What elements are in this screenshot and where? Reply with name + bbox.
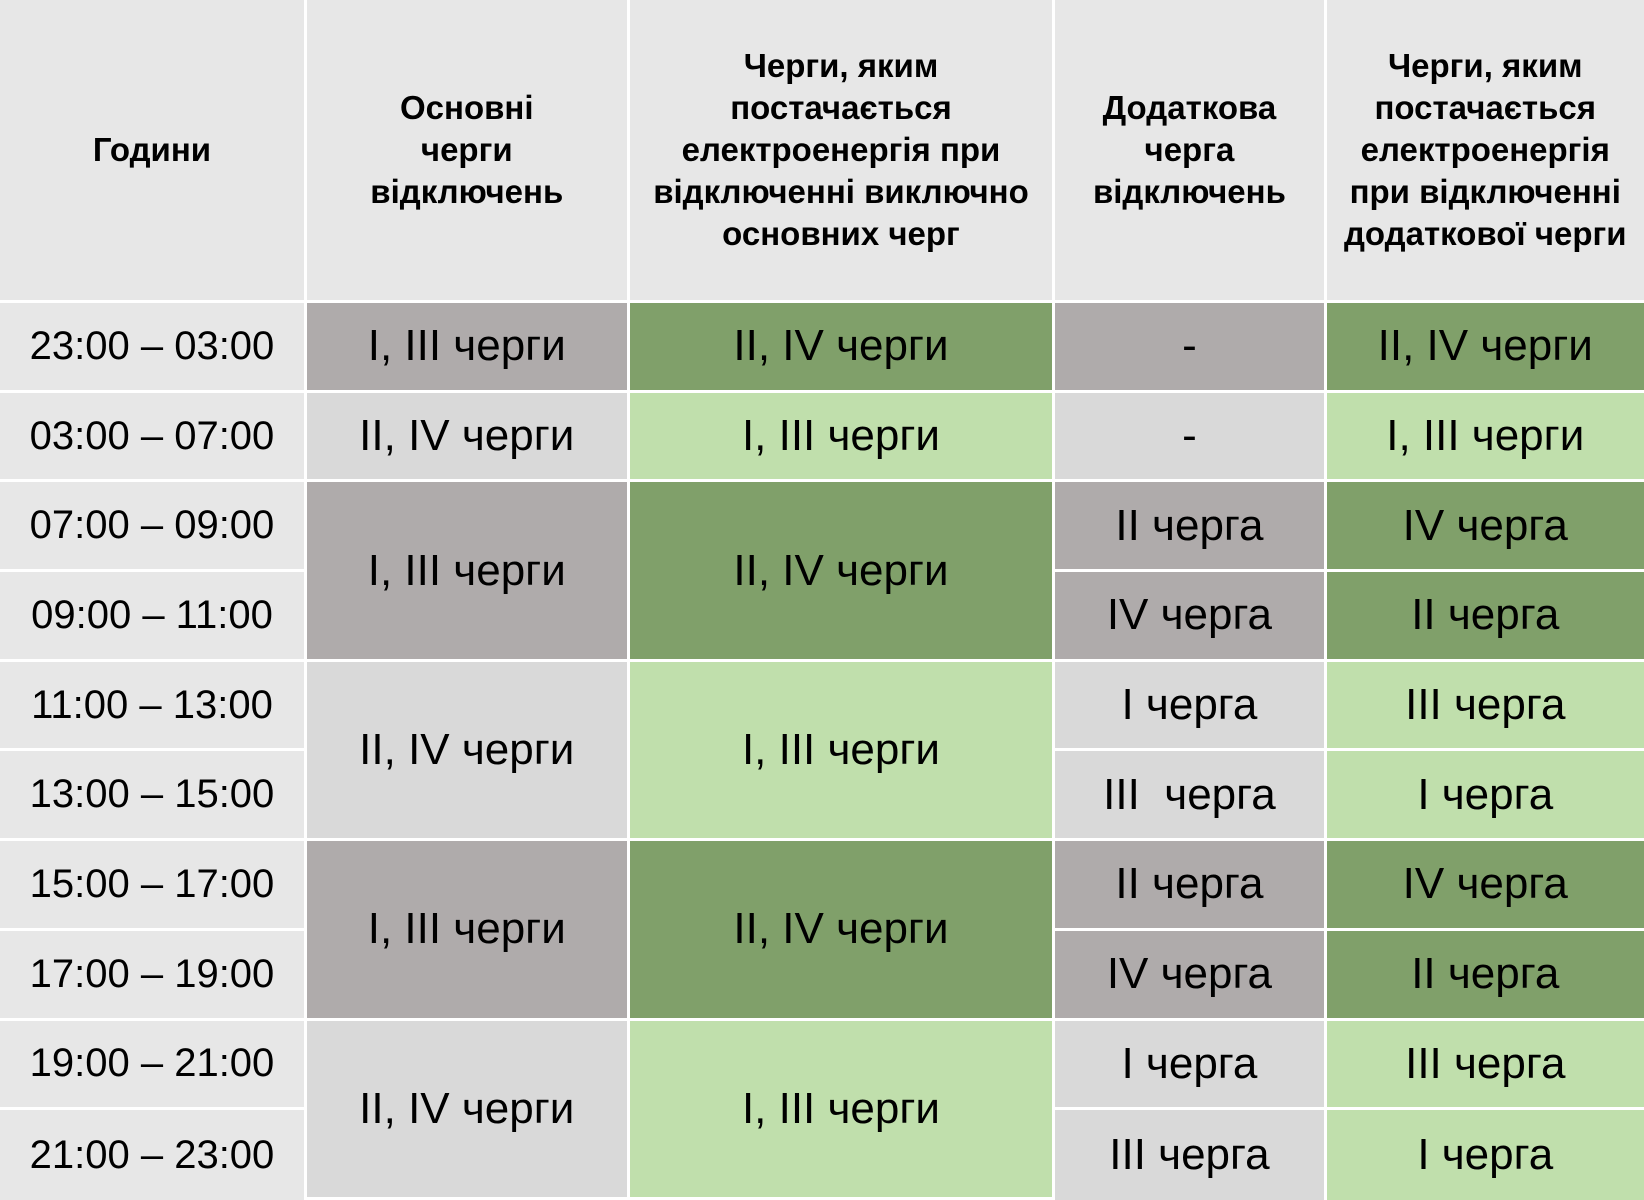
powered-additional-cell: IV черга bbox=[1326, 482, 1644, 573]
hours-cell: 09:00 – 11:00 bbox=[0, 572, 307, 662]
main-queues-cell: I, III черги bbox=[306, 482, 630, 662]
powered-main-cell: II, IV черги bbox=[629, 303, 1056, 393]
main-queues-cell: II, IV черги bbox=[306, 1020, 630, 1200]
powered-additional-cell: III черга bbox=[1326, 1020, 1644, 1111]
table-row: 11:00 – 13:00 II, IV черги I, III черги … bbox=[0, 661, 1644, 842]
main-queues-cell: II, IV черги bbox=[306, 661, 630, 842]
additional-queue-cell: - bbox=[1055, 303, 1327, 393]
additional-queue-cell: IV черга bbox=[1055, 572, 1327, 662]
hours-cell: 03:00 – 07:00 bbox=[0, 392, 307, 483]
hours-cell: 21:00 – 23:00 bbox=[0, 1110, 307, 1200]
main-queues-cell: I, III черги bbox=[306, 841, 630, 1021]
hours-cell: 15:00 – 17:00 bbox=[0, 841, 307, 931]
header-powered-main: Черги, яким постачається електроенергія … bbox=[629, 0, 1056, 303]
additional-queue-cell: I черга bbox=[1055, 1020, 1327, 1111]
powered-main-cell: I, III черги bbox=[629, 661, 1056, 842]
powered-main-cell: I, III черги bbox=[629, 1020, 1056, 1200]
additional-queue-cell: IV черга bbox=[1055, 930, 1327, 1021]
header-powered-additional: Черги, яким постачається електроенергія … bbox=[1326, 0, 1644, 303]
table-row: 07:00 – 09:00 I, III черги II, IV черги … bbox=[0, 482, 1644, 662]
table-row: 23:00 – 03:00 I, III черги II, IV черги … bbox=[0, 303, 1644, 393]
table-row: 13:00 – 15:00 III черга I черга bbox=[0, 751, 1644, 842]
additional-queue-cell: - bbox=[1055, 392, 1327, 483]
additional-queue-cell: II черга bbox=[1055, 841, 1327, 931]
additional-queue-cell: III черга bbox=[1055, 751, 1327, 842]
table-row: 09:00 – 11:00 IV черга II черга bbox=[0, 572, 1644, 662]
hours-cell: 23:00 – 03:00 bbox=[0, 303, 307, 393]
table-row: 15:00 – 17:00 I, III черги II, IV черги … bbox=[0, 841, 1644, 1021]
header-additional-queue: Додаткова черга відключень bbox=[1055, 0, 1327, 303]
header-hours: Години bbox=[0, 0, 307, 303]
powered-main-cell: II, IV черги bbox=[629, 841, 1056, 1021]
table-row: 21:00 – 23:00 III черга I черга bbox=[0, 1110, 1644, 1200]
additional-queue-cell: II черга bbox=[1055, 482, 1327, 573]
powered-additional-cell: III черга bbox=[1326, 661, 1644, 752]
hours-cell: 11:00 – 13:00 bbox=[0, 661, 307, 752]
powered-additional-cell: I, III черги bbox=[1326, 392, 1644, 483]
table-row: 03:00 – 07:00 II, IV черги I, III черги … bbox=[0, 392, 1644, 483]
powered-additional-cell: II, IV черги bbox=[1326, 303, 1644, 393]
table-row: 19:00 – 21:00 II, IV черги I, III черги … bbox=[0, 1020, 1644, 1200]
hours-cell: 07:00 – 09:00 bbox=[0, 482, 307, 573]
table-row: 17:00 – 19:00 IV черга II черга bbox=[0, 930, 1644, 1021]
hours-cell: 13:00 – 15:00 bbox=[0, 751, 307, 842]
main-queues-cell: II, IV черги bbox=[306, 392, 630, 483]
hours-cell: 19:00 – 21:00 bbox=[0, 1020, 307, 1111]
powered-main-cell: I, III черги bbox=[629, 392, 1056, 483]
powered-additional-cell: I черга bbox=[1326, 1110, 1644, 1200]
powered-additional-cell: II черга bbox=[1326, 572, 1644, 662]
powered-additional-cell: II черга bbox=[1326, 930, 1644, 1021]
powered-main-cell: II, IV черги bbox=[629, 482, 1056, 662]
additional-queue-cell: III черга bbox=[1055, 1110, 1327, 1200]
header-main-queues: Основні черги відключень bbox=[306, 0, 630, 303]
powered-additional-cell: I черга bbox=[1326, 751, 1644, 842]
header-row: Години Основні черги відключень Черги, я… bbox=[0, 0, 1644, 303]
hours-cell: 17:00 – 19:00 bbox=[0, 930, 307, 1021]
powered-additional-cell: IV черга bbox=[1326, 841, 1644, 931]
additional-queue-cell: I черга bbox=[1055, 661, 1327, 752]
main-queues-cell: I, III черги bbox=[306, 303, 630, 393]
